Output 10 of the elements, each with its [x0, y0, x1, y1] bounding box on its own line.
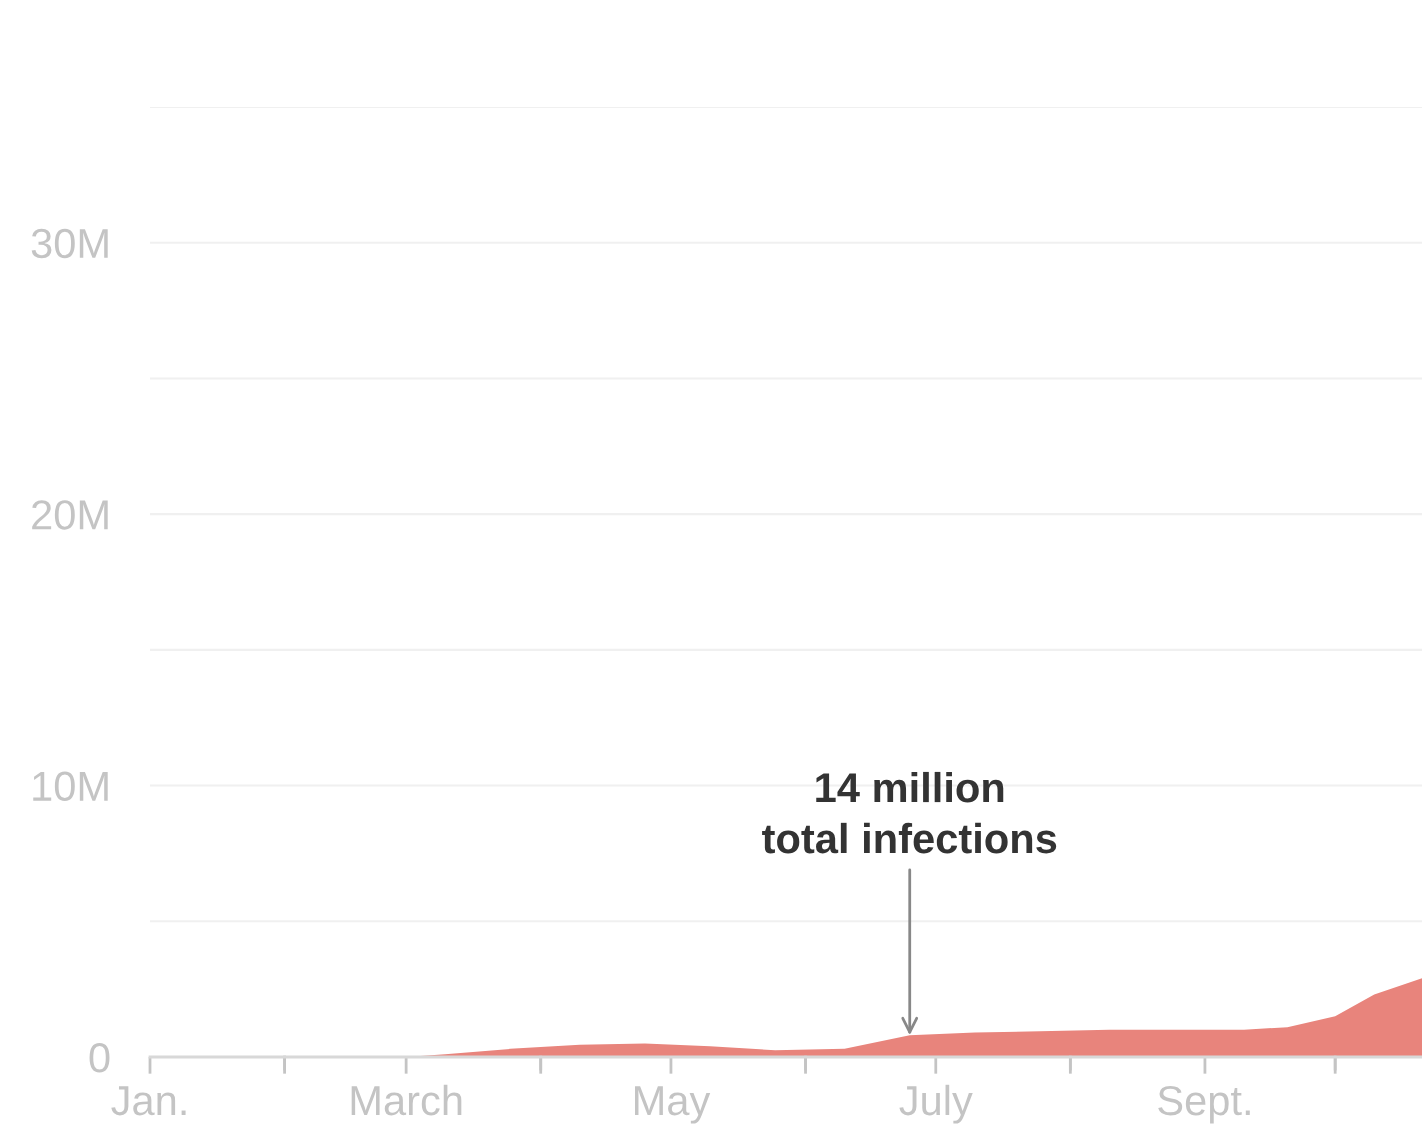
y-tick-label: 30M: [31, 228, 108, 259]
x-tick-label: July: [899, 1084, 973, 1124]
x-tick-label: Sept.: [1158, 1085, 1250, 1124]
y-tick-label: 20M: [32, 500, 108, 530]
y-tick-label: 10M: [33, 771, 108, 802]
x-tick-label: March: [351, 1084, 462, 1116]
x-tick-label: Jan.: [111, 1086, 186, 1116]
annotation: 14 million total infections: [762, 771, 1057, 854]
y-tick-label: 0: [89, 1043, 110, 1073]
x-tick-label: May: [635, 1086, 711, 1124]
